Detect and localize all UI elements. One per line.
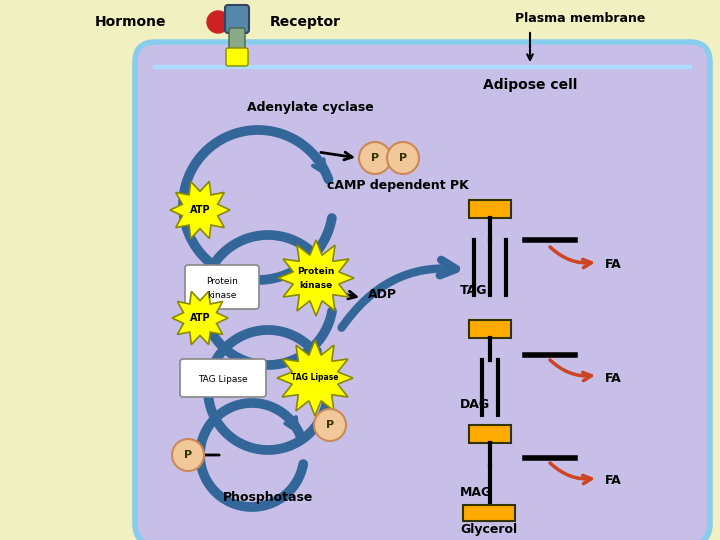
Text: ATP: ATP	[189, 205, 210, 215]
Circle shape	[387, 142, 419, 174]
Circle shape	[359, 142, 391, 174]
Text: TAG Lipase: TAG Lipase	[292, 374, 338, 382]
Text: P: P	[371, 153, 379, 163]
Text: P: P	[326, 420, 334, 430]
Text: Protein: Protein	[297, 267, 335, 276]
Text: FA: FA	[605, 372, 622, 384]
Polygon shape	[172, 292, 228, 345]
Text: Adenylate cyclase: Adenylate cyclase	[247, 102, 374, 114]
Text: ATP: ATP	[189, 313, 210, 323]
Text: ADP: ADP	[368, 288, 397, 301]
Text: DAG: DAG	[460, 399, 490, 411]
FancyBboxPatch shape	[225, 5, 249, 33]
FancyBboxPatch shape	[135, 42, 710, 540]
Bar	[469, 425, 511, 443]
Text: Protein: Protein	[206, 276, 238, 286]
Circle shape	[207, 11, 229, 33]
Text: FA: FA	[605, 474, 622, 487]
FancyBboxPatch shape	[185, 265, 259, 309]
Text: P: P	[184, 450, 192, 460]
Circle shape	[314, 409, 346, 441]
Text: P: P	[399, 153, 407, 163]
FancyBboxPatch shape	[180, 359, 266, 397]
Text: FA: FA	[605, 259, 622, 272]
Text: Glycerol: Glycerol	[460, 523, 518, 537]
Text: Adipose cell: Adipose cell	[483, 78, 577, 92]
Text: TAG Lipase: TAG Lipase	[198, 375, 248, 384]
Polygon shape	[278, 240, 354, 316]
Circle shape	[172, 439, 204, 471]
Text: Hormone: Hormone	[94, 15, 166, 29]
Bar	[463, 505, 515, 521]
Bar	[469, 200, 511, 218]
Polygon shape	[170, 181, 230, 239]
FancyBboxPatch shape	[229, 28, 245, 52]
Text: MAG: MAG	[460, 485, 492, 498]
Text: Receptor: Receptor	[270, 15, 341, 29]
Text: kinase: kinase	[300, 280, 333, 289]
Text: cAMP dependent PK: cAMP dependent PK	[327, 179, 469, 192]
Text: TAG: TAG	[460, 284, 487, 296]
Text: Phosphotase: Phosphotase	[222, 491, 313, 504]
Bar	[469, 320, 511, 338]
Polygon shape	[277, 340, 353, 416]
Text: Plasma membrane: Plasma membrane	[515, 11, 645, 24]
Text: kinase: kinase	[207, 292, 237, 300]
FancyBboxPatch shape	[226, 48, 248, 66]
